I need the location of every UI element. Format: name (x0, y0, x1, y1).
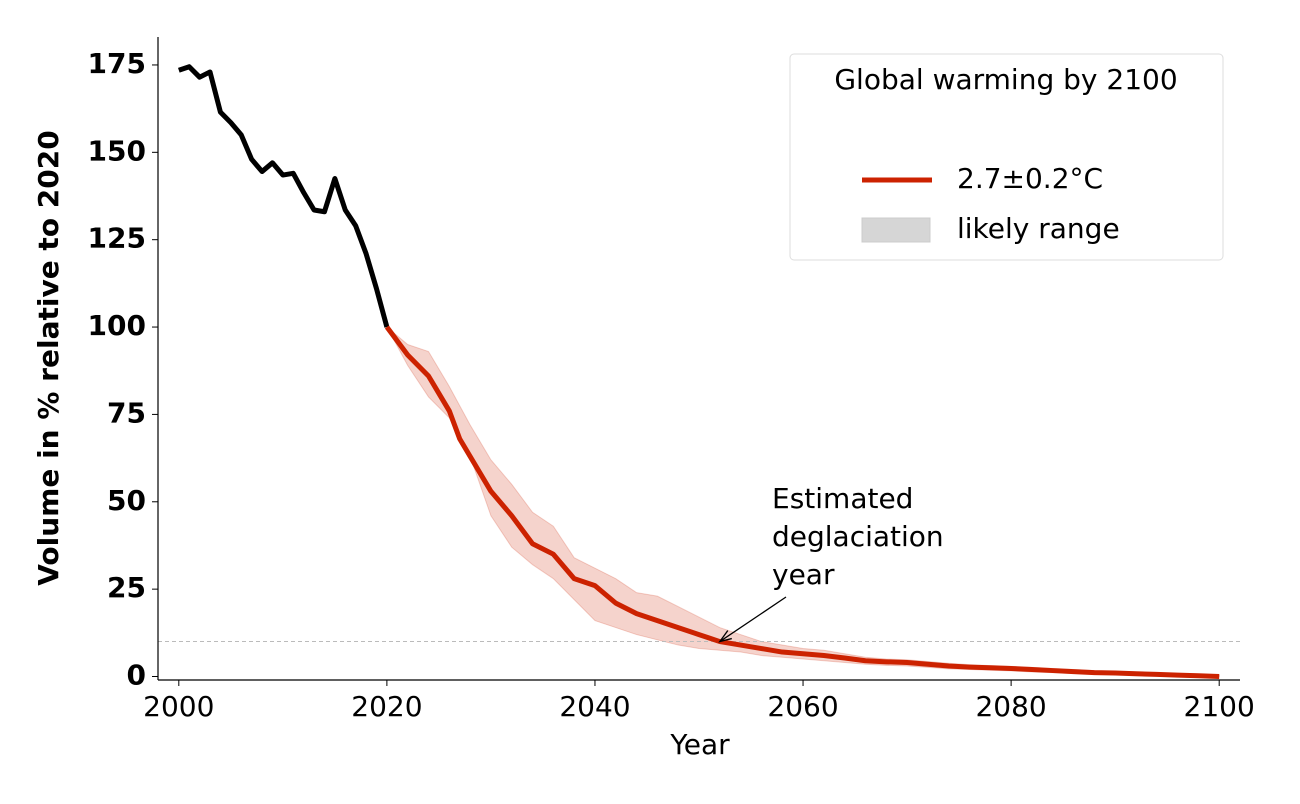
x-tick-label: 2060 (767, 690, 838, 723)
y-tick-label: 0 (127, 659, 146, 692)
y-tick-label: 150 (88, 134, 146, 167)
series-line (384, 325, 1220, 680)
legend-label: 2.7±0.2°C (957, 162, 1103, 195)
annotation-arrow (719, 596, 787, 643)
legend-patch (861, 217, 931, 243)
annotation-text: deglaciation (772, 520, 944, 553)
y-tick-label: 100 (88, 309, 146, 342)
series-line (178, 64, 390, 328)
y-tick-label: 175 (88, 47, 146, 80)
x-tick-label: 2020 (351, 690, 422, 723)
y-tick-label: 125 (88, 222, 146, 255)
x-tick-label: 2000 (143, 690, 214, 723)
x-tick-label: 2040 (559, 690, 630, 723)
y-tick-label: 50 (107, 484, 146, 517)
legend-box (789, 53, 1224, 261)
annotation-text: year (772, 558, 835, 591)
y-tick-label: 75 (107, 396, 146, 429)
legend-title: Global warming by 2100 (834, 63, 1177, 96)
y-tick-label: 25 (107, 571, 146, 604)
annotation-arrowhead (718, 630, 732, 643)
annotation-text: Estimated (772, 482, 913, 515)
y-axis-label: Volume in % relative to 2020 (32, 130, 65, 585)
x-tick-label: 2100 (1184, 690, 1255, 723)
x-tick-label: 2080 (975, 690, 1046, 723)
legend-label: likely range (957, 212, 1120, 245)
x-axis-label: Year (669, 728, 730, 761)
